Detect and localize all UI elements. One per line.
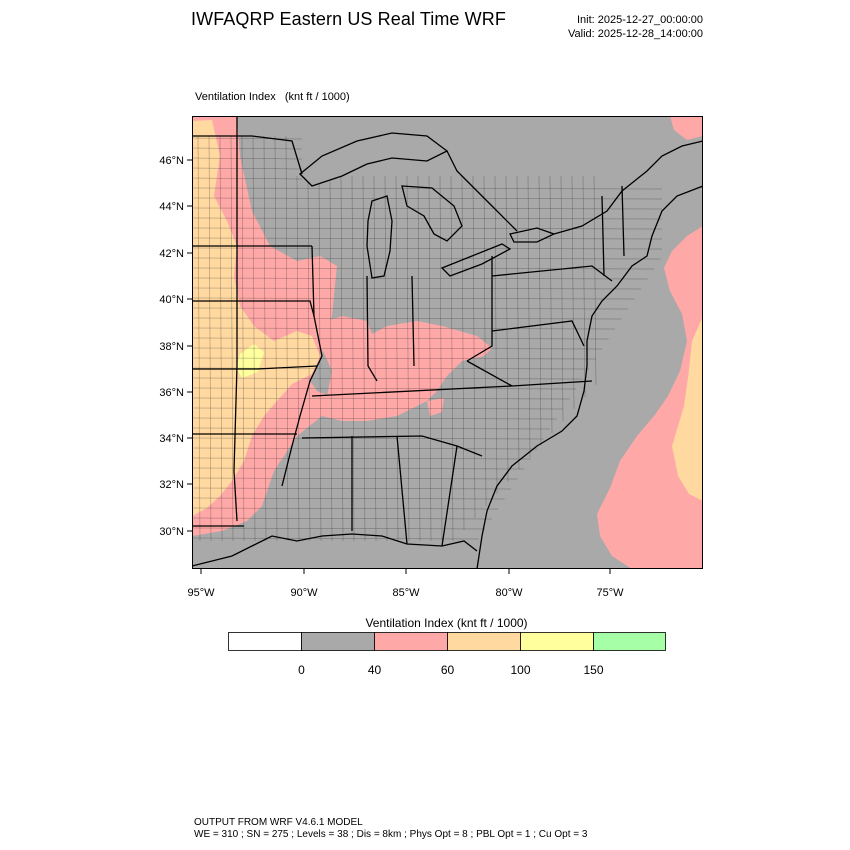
lon-tick-85: 85°W [392, 587, 420, 599]
legend-tick-0: 0 [298, 663, 305, 677]
legend-tick-150: 150 [583, 663, 603, 677]
legend-swatch-0 [228, 632, 302, 651]
lon-axis: 95°W 90°W 85°W 80°W 75°W [187, 569, 624, 599]
lat-tick-30: 30°N [159, 526, 184, 538]
county-grid-lines [192, 135, 663, 542]
legend-tick-100: 100 [510, 663, 530, 677]
legend-title: Ventilation Index (knt ft / 1000) [365, 616, 528, 630]
lat-tick-36: 36°N [159, 387, 184, 399]
lat-axis: 46°N 44°N 42°N 40°N 38°N 36°N 34°N 32°N … [159, 155, 192, 538]
pink-region-ohio [370, 372, 397, 390]
orange-region-west [192, 120, 320, 516]
orange-region-atlantic [672, 316, 703, 501]
footer-config: WE = 310 ; SN = 275 ; Levels = 38 ; Dis … [194, 829, 588, 840]
lat-tick-46: 46°N [159, 155, 184, 167]
lon-tick-90: 90°W [290, 587, 318, 599]
legend-swatch-4 [520, 632, 594, 651]
valid-time: Valid: 2025-12-28_14:00:00 [568, 28, 703, 40]
pink-region-carolina [427, 398, 444, 416]
legend-tick-60: 60 [441, 663, 455, 677]
init-time: Init: 2025-12-27_00:00:00 [577, 14, 703, 26]
pink-region-gulf-of-maine [670, 116, 703, 140]
legend-swatch-5 [593, 632, 666, 651]
borders [192, 116, 703, 569]
lat-tick-38: 38°N [159, 341, 184, 353]
lat-tick-44: 44°N [159, 201, 184, 213]
legend-swatch-3 [447, 632, 521, 651]
lon-tick-95: 95°W [187, 587, 215, 599]
lat-tick-40: 40°N [159, 294, 184, 306]
legend-tick-40: 40 [368, 663, 382, 677]
pink-region-atlantic [597, 226, 703, 569]
legend-swatch-2 [374, 632, 448, 651]
lat-tick-34: 34°N [159, 433, 184, 445]
footer-model: OUTPUT FROM WRF V4.6.1 MODEL [194, 817, 363, 828]
field-label: Ventilation Index (knt ft / 1000) [195, 91, 350, 103]
color-legend: 0 40 60 100 150 [228, 632, 666, 677]
ventilation-map: 46°N 44°N 42°N 40°N 38°N 36°N 34°N 32°N … [159, 116, 703, 599]
lon-tick-75: 75°W [596, 587, 624, 599]
lat-tick-32: 32°N [159, 479, 184, 491]
legend-swatch-1 [301, 632, 375, 651]
lon-tick-80: 80°W [495, 587, 523, 599]
plot-title: IWFAQRP Eastern US Real Time WRF [191, 9, 506, 29]
map-frame [192, 116, 703, 569]
county-lines [192, 135, 663, 542]
lat-tick-42: 42°N [159, 248, 184, 260]
